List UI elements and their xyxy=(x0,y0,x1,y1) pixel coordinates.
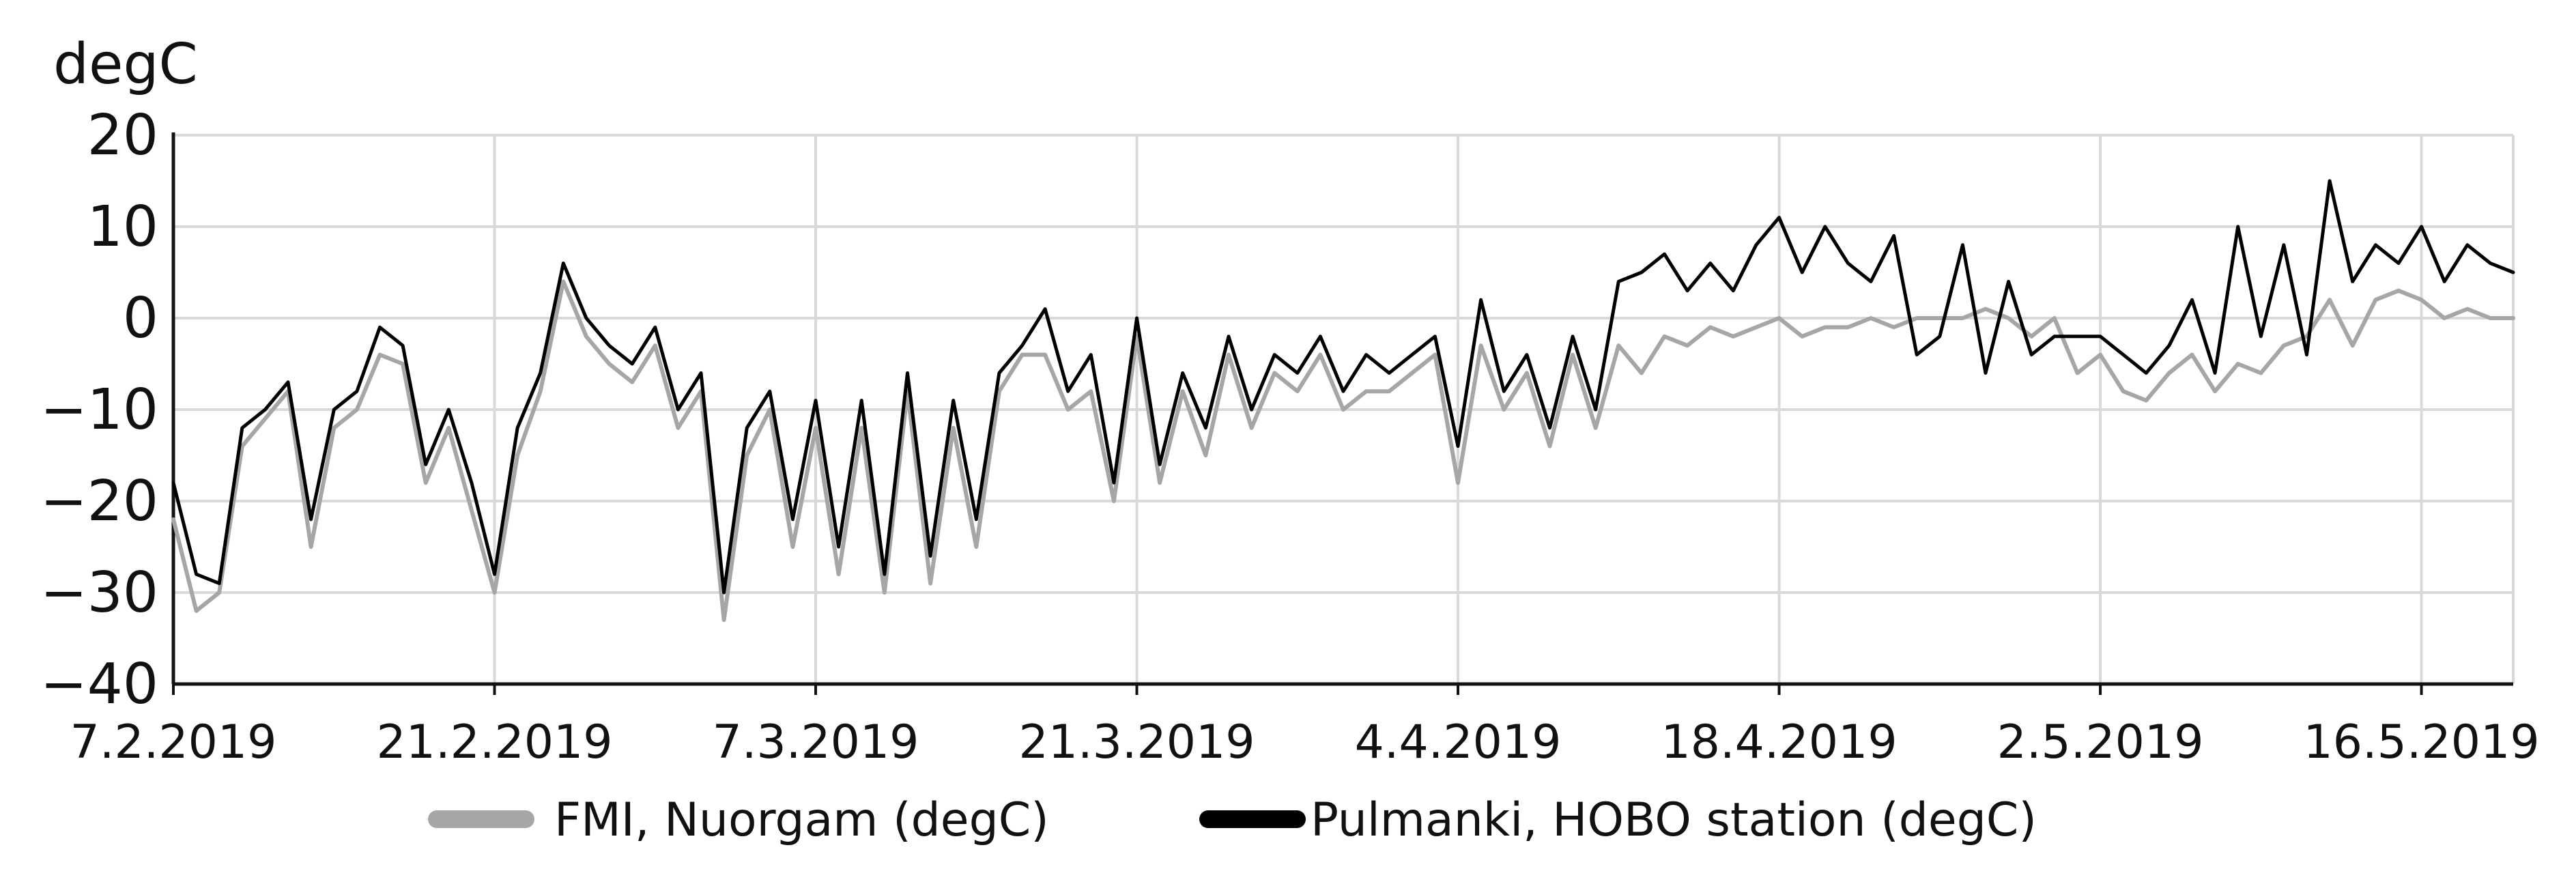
x-tick-label: 18.4.2019 xyxy=(1661,715,1898,769)
y-tick-label: −20 xyxy=(40,469,158,534)
y-tick-labels: 20 10 0 −10 −20 −30 −40 xyxy=(40,103,158,717)
y-tick-label: 20 xyxy=(87,103,158,168)
y-tick-label: 0 xyxy=(123,286,158,351)
legend-item-fmi-nuorgam: FMI, Nuorgam (degC) xyxy=(428,793,1049,847)
legend-label: FMI, Nuorgam (degC) xyxy=(554,793,1049,847)
x-tick-label: 2.5.2019 xyxy=(1997,715,2204,769)
x-tick-label: 4.4.2019 xyxy=(1355,715,1562,769)
grid xyxy=(172,134,2515,685)
legend: FMI, Nuorgam (degC) Pulmanki, HOBO statio… xyxy=(428,793,2037,847)
x-tick-label: 7.2.2019 xyxy=(70,715,277,769)
legend-label: Pulmanki, HOBO station (degC) xyxy=(1311,793,2037,847)
y-axis-label: degC xyxy=(53,32,198,97)
x-tick-labels: 7.2.2019 21.2.2019 7.3.2019 21.3.2019 4.4.20… xyxy=(70,715,2540,769)
x-tick-label: 16.5.2019 xyxy=(2304,715,2540,769)
series xyxy=(171,179,2515,623)
series-line-pulmanki-hobo xyxy=(171,179,2515,595)
x-tick-label: 7.3.2019 xyxy=(713,715,919,769)
series-line-fmi-nuorgam xyxy=(171,279,2515,623)
y-tick-label: −40 xyxy=(40,652,158,717)
y-tick-label: 10 xyxy=(87,195,158,259)
y-tick-label: −30 xyxy=(40,560,158,625)
axes xyxy=(171,132,2513,695)
x-tick-label: 21.2.2019 xyxy=(376,715,612,769)
x-tick-label: 21.3.2019 xyxy=(1018,715,1255,769)
y-tick-label: −10 xyxy=(40,378,158,442)
legend-item-pulmanki-hobo: Pulmanki, HOBO station (degC) xyxy=(1199,793,2037,847)
